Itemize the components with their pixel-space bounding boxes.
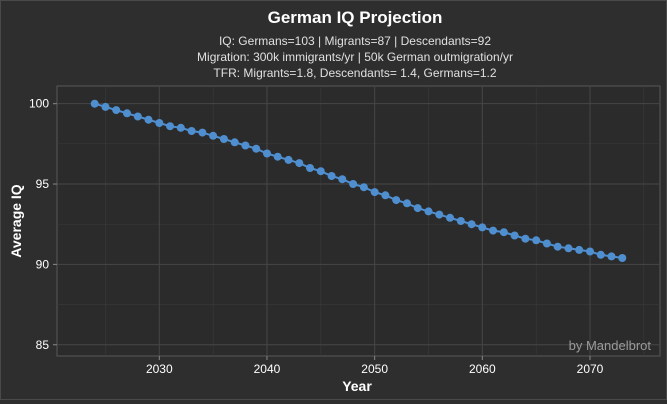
data-point	[586, 247, 594, 256]
data-point	[338, 175, 347, 184]
data-point	[230, 138, 239, 147]
data-point	[381, 191, 390, 200]
data-point	[392, 196, 401, 205]
data-point	[101, 102, 110, 111]
plot-panel	[56, 85, 661, 357]
data-point	[510, 231, 519, 240]
data-point	[521, 234, 530, 243]
chart-subtitle-line-3: TFR: Migrants=1.8, Descendants= 1.4, Ger…	[213, 66, 496, 80]
y-tick-label: 100	[29, 97, 49, 111]
data-point	[155, 119, 164, 127]
chart-title: German IQ Projection	[268, 8, 443, 27]
data-point	[349, 180, 358, 188]
grid-lines	[53, 86, 660, 360]
data-point	[252, 144, 261, 153]
data-point	[456, 217, 465, 225]
y-tick-label: 85	[36, 338, 50, 352]
data-point	[273, 152, 282, 161]
data-point	[306, 164, 314, 172]
data-point	[542, 239, 551, 248]
data-point	[499, 228, 508, 237]
data-point	[263, 149, 271, 158]
x-tick-labels: 2030 2040 2050 2060 2070	[146, 362, 604, 376]
chart-subtitle-line-2: Migration: 300k immigrants/yr | 50k Germ…	[197, 50, 513, 64]
data-point	[316, 167, 325, 176]
data-point	[596, 250, 605, 259]
data-point	[198, 128, 207, 137]
data-point	[295, 159, 304, 168]
y-tick-label: 90	[36, 257, 50, 271]
data-point	[424, 207, 433, 216]
data-point	[575, 245, 584, 254]
data-point	[413, 204, 422, 213]
data-point	[284, 155, 293, 164]
data-point	[144, 115, 153, 124]
data-points	[90, 99, 627, 262]
data-point	[435, 210, 444, 219]
y-axis-label: Average IQ	[8, 184, 24, 258]
data-point	[553, 242, 562, 251]
chart-subtitle-line-1: IQ: Germans=103 | Migrants=87 | Descenda…	[219, 34, 491, 48]
data-point	[478, 223, 487, 232]
x-tick-label: 2040	[254, 362, 281, 376]
data-point	[90, 99, 99, 108]
data-point	[133, 112, 142, 121]
data-point	[176, 123, 185, 132]
x-tick-label: 2060	[469, 362, 496, 376]
data-point	[112, 106, 121, 115]
data-point	[446, 213, 454, 222]
data-point	[532, 236, 541, 245]
y-tick-labels: 85 90 95 100	[29, 97, 49, 352]
data-point	[219, 135, 228, 143]
data-point	[187, 127, 196, 135]
data-point	[564, 244, 573, 253]
x-axis-label: Year	[342, 378, 372, 394]
data-point	[370, 188, 379, 197]
x-tick-label: 2030	[146, 362, 173, 376]
data-point	[327, 172, 336, 180]
data-point	[359, 183, 368, 192]
data-point	[467, 220, 476, 229]
data-point	[489, 226, 498, 235]
data-point	[618, 254, 627, 262]
data-point	[403, 199, 411, 208]
data-point	[123, 109, 131, 118]
y-tick-label: 95	[36, 177, 50, 191]
data-point	[209, 131, 218, 140]
data-point	[607, 252, 616, 261]
annotation-credit: by Mandelbrot	[569, 338, 652, 353]
x-tick-label: 2070	[577, 362, 604, 376]
data-point	[241, 141, 250, 150]
data-point	[166, 122, 175, 131]
x-tick-label: 2050	[361, 362, 388, 376]
